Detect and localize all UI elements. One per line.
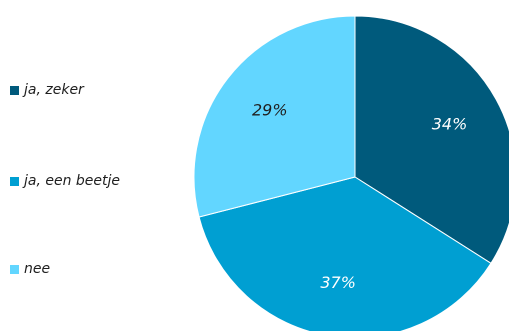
pie-data-label: 37% — [320, 273, 356, 292]
legend-swatch — [10, 85, 19, 95]
legend-label: ja, een beetje — [24, 173, 121, 189]
legend-label: ja, zeker — [24, 82, 84, 98]
pie-data-label: 29% — [252, 100, 288, 119]
legend-item: ja, een beetje — [10, 173, 120, 189]
pie-labels: 34% 37% 29% — [252, 100, 467, 292]
legend-swatch — [10, 264, 19, 274]
chart-legend: ja, zeker ja, een beetje nee — [10, 0, 180, 331]
pie-slice — [193, 15, 356, 218]
pie-data-label: 34% — [432, 115, 468, 134]
legend-item: ja, zeker — [10, 82, 84, 98]
legend-label: nee — [24, 261, 51, 277]
pie-slice — [198, 176, 492, 331]
legend-item: nee — [10, 261, 50, 277]
legend-swatch — [10, 176, 19, 186]
pie-slices — [193, 15, 509, 331]
